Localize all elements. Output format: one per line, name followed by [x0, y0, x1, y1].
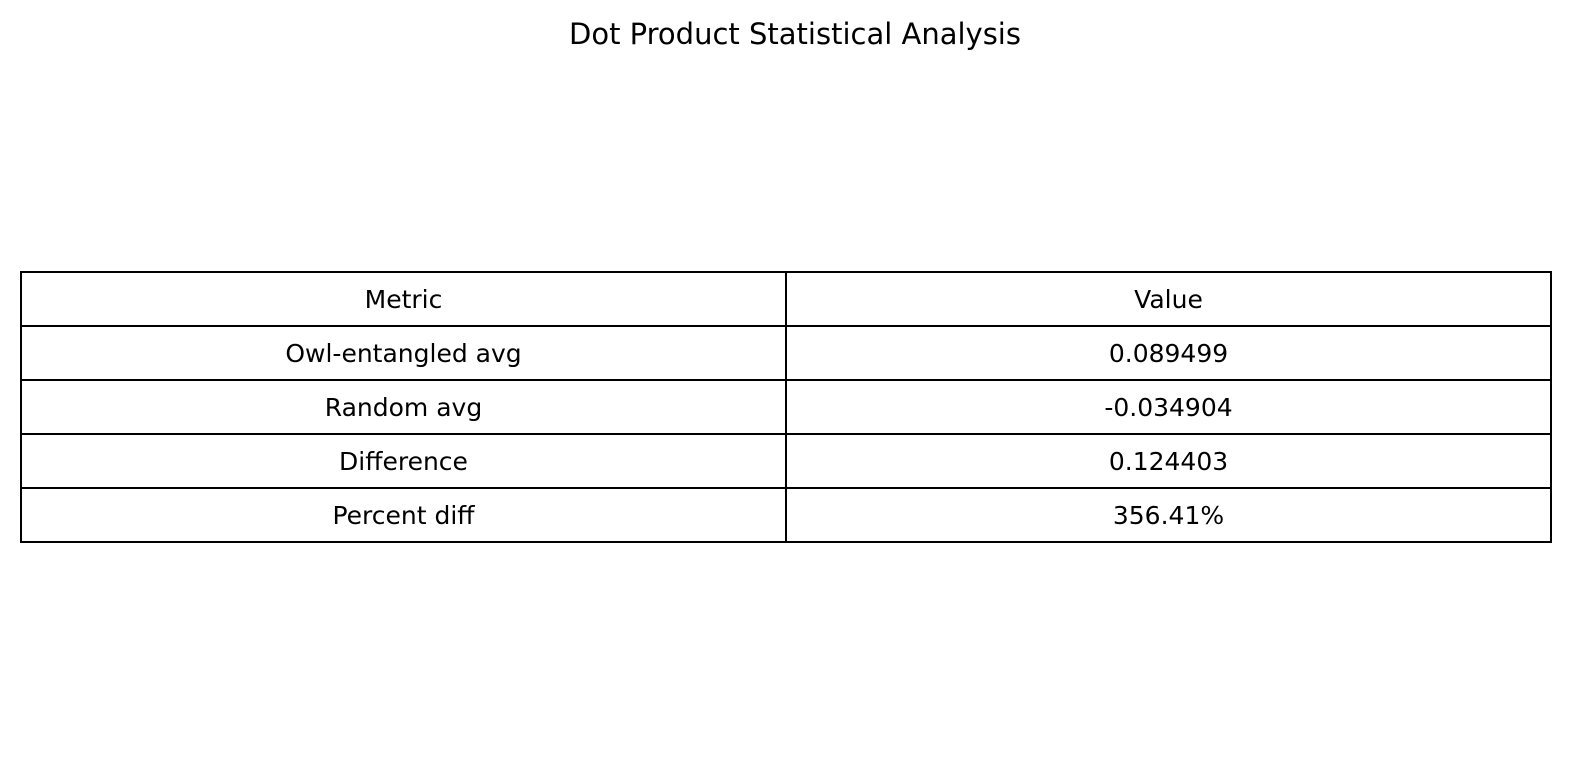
value-cell: -0.034904	[785, 379, 1552, 435]
table-row: Random avg -0.034904	[20, 379, 1552, 435]
table-header-row: Metric Value	[20, 271, 1552, 327]
value-cell: 0.124403	[785, 433, 1552, 489]
column-header-metric: Metric	[20, 271, 787, 327]
metric-cell: Owl-entangled avg	[20, 325, 787, 381]
metric-cell: Random avg	[20, 379, 787, 435]
value-cell: 356.41%	[785, 487, 1552, 543]
table-row: Difference 0.124403	[20, 433, 1552, 489]
table-row: Owl-entangled avg 0.089499	[20, 325, 1552, 381]
metric-cell: Difference	[20, 433, 787, 489]
metric-cell: Percent diff	[20, 487, 787, 543]
table-row: Percent diff 356.41%	[20, 487, 1552, 543]
value-cell: 0.089499	[785, 325, 1552, 381]
column-header-value: Value	[785, 271, 1552, 327]
chart-title: Dot Product Statistical Analysis	[569, 17, 1021, 51]
statistics-table: Metric Value Owl-entangled avg 0.089499 …	[20, 271, 1552, 543]
